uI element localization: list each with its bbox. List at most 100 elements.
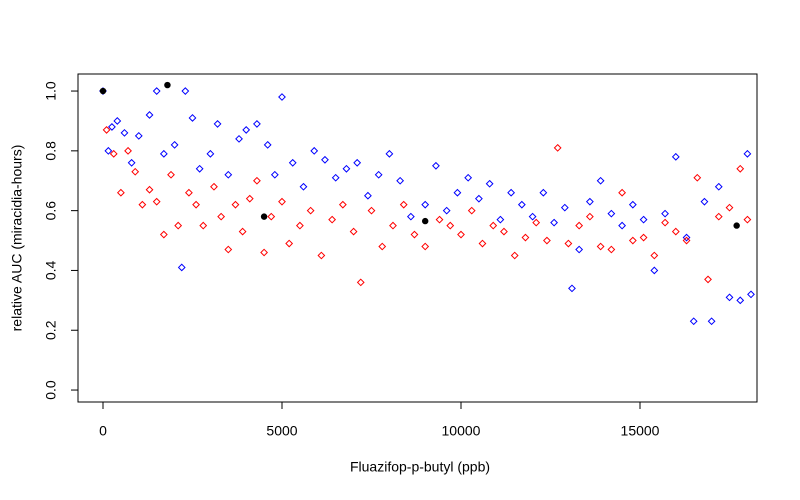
point [177,263,186,272]
point [528,212,537,221]
point [152,87,161,95]
point [628,236,637,245]
point [550,218,558,227]
point [138,200,147,209]
point [104,146,113,155]
point [145,111,154,119]
point [116,188,125,197]
point [442,206,451,215]
x-tick-label: 15000 [621,423,660,439]
point [421,200,430,209]
point [532,218,541,227]
point [356,278,365,287]
y-axis-label: relative AUC (miracidia-hours) [9,145,25,332]
point [210,182,218,191]
point [560,203,569,212]
point [733,222,740,229]
point [496,215,505,224]
point [596,176,605,185]
y-tick-label: 1.0 [43,81,59,101]
point [671,227,680,236]
point [553,143,562,152]
point [242,126,251,134]
x-axis-label: Fluazifop-p-butyl (ppb) [350,459,490,475]
point [743,215,752,224]
point [321,155,329,164]
point [725,203,734,212]
y-tick-label: 0.0 [43,380,59,400]
x-tick-label: 5000 [266,423,297,439]
point [195,164,204,173]
point [164,81,171,89]
point [109,149,118,158]
point [650,251,659,260]
point [453,188,462,197]
point [575,221,584,230]
point [585,197,594,206]
point [385,149,394,158]
point [435,215,444,224]
point [192,200,200,209]
point [607,245,616,254]
point [260,248,269,257]
point [421,242,430,251]
point [628,200,637,209]
point [736,164,745,173]
point [188,114,197,122]
point [285,239,294,248]
point [213,120,222,128]
point [521,233,530,242]
y-tick-label: 0.4 [43,260,59,280]
point [564,239,573,248]
point [507,188,516,197]
point [707,317,716,326]
point [539,188,548,197]
point [704,275,712,284]
point [224,170,233,179]
point [217,212,226,221]
point [467,206,476,215]
point [278,93,286,101]
point [464,173,473,182]
point [432,161,440,170]
point [253,120,261,128]
point [159,149,168,158]
x-tick-label: 10000 [442,423,481,439]
point [288,158,297,167]
y-tick-label: 0.6 [43,201,59,221]
point [639,233,648,242]
point [725,293,734,302]
point [260,213,268,220]
point [224,245,233,254]
point [299,182,308,191]
point [689,317,698,326]
point [306,206,315,215]
point [410,230,419,239]
point [310,146,319,155]
y-tick-label: 0.2 [43,320,59,340]
point [650,266,659,275]
point [618,188,627,197]
point [421,217,429,225]
point [474,194,483,203]
point [253,176,261,185]
point [671,152,680,161]
point [618,221,627,230]
point [374,170,383,179]
point [181,87,190,95]
point [145,185,154,194]
point [131,167,140,176]
point [267,212,276,221]
point [510,251,519,260]
point [485,179,494,188]
point [342,164,351,173]
point [152,197,161,206]
point [661,218,669,227]
point [174,221,183,230]
point [682,236,691,245]
point [747,290,755,299]
point [736,296,745,305]
point [661,209,669,218]
